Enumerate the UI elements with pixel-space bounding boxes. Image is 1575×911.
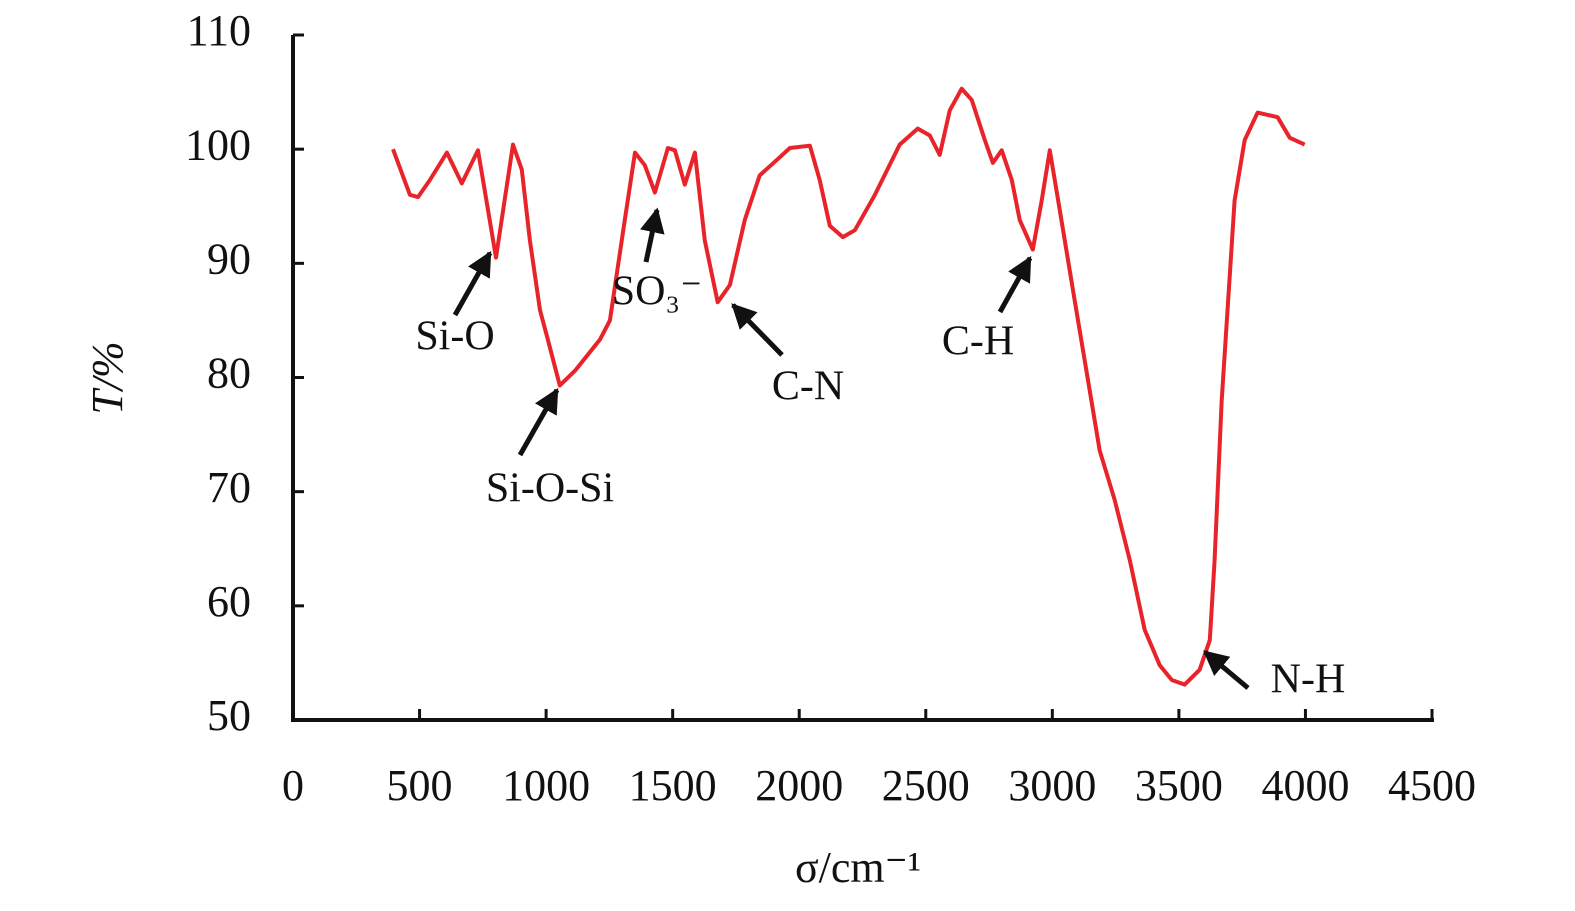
spectrum-line: [391, 86, 1306, 687]
x-tick-label: 1500: [629, 761, 717, 810]
x-tick-label: 4500: [1388, 761, 1476, 810]
y-tick-label: 100: [185, 120, 251, 169]
x-tick-label: 3000: [1008, 761, 1096, 810]
y-tick-label: 110: [187, 6, 251, 55]
y-tick-label: 60: [207, 577, 251, 626]
x-tick-label: 1000: [502, 761, 590, 810]
annotation: C-H: [942, 319, 1014, 365]
annotation-arrow: [997, 255, 1033, 314]
annotation-arrow: [731, 303, 784, 357]
y-tick-label: 70: [207, 463, 251, 512]
y-axis-label: T/%: [83, 341, 132, 414]
annotation-arrow: [517, 387, 560, 457]
x-tick-label: 0: [282, 761, 304, 810]
annotation: SO₃⁻: [612, 269, 703, 315]
y-tick-label: 90: [207, 234, 251, 283]
x-tick-label: 500: [387, 761, 453, 810]
x-tick-label: 4000: [1261, 761, 1349, 810]
y-tick-label: 50: [207, 691, 251, 740]
annotation-arrow: [452, 250, 493, 317]
annotation-arrow: [1203, 650, 1250, 690]
annotation: C-N: [772, 364, 844, 410]
x-axis-label: σ/cm⁻¹: [795, 843, 921, 892]
annotation: Si-O: [415, 314, 494, 360]
y-tick-label: 80: [207, 349, 251, 398]
annotation: Si-O-Si: [486, 466, 614, 512]
x-tick-label: 2500: [882, 761, 970, 810]
annotation-arrow: [640, 207, 665, 263]
x-tick-label: 3500: [1135, 761, 1223, 810]
annotation: N-H: [1271, 657, 1346, 703]
x-tick-label: 2000: [755, 761, 843, 810]
